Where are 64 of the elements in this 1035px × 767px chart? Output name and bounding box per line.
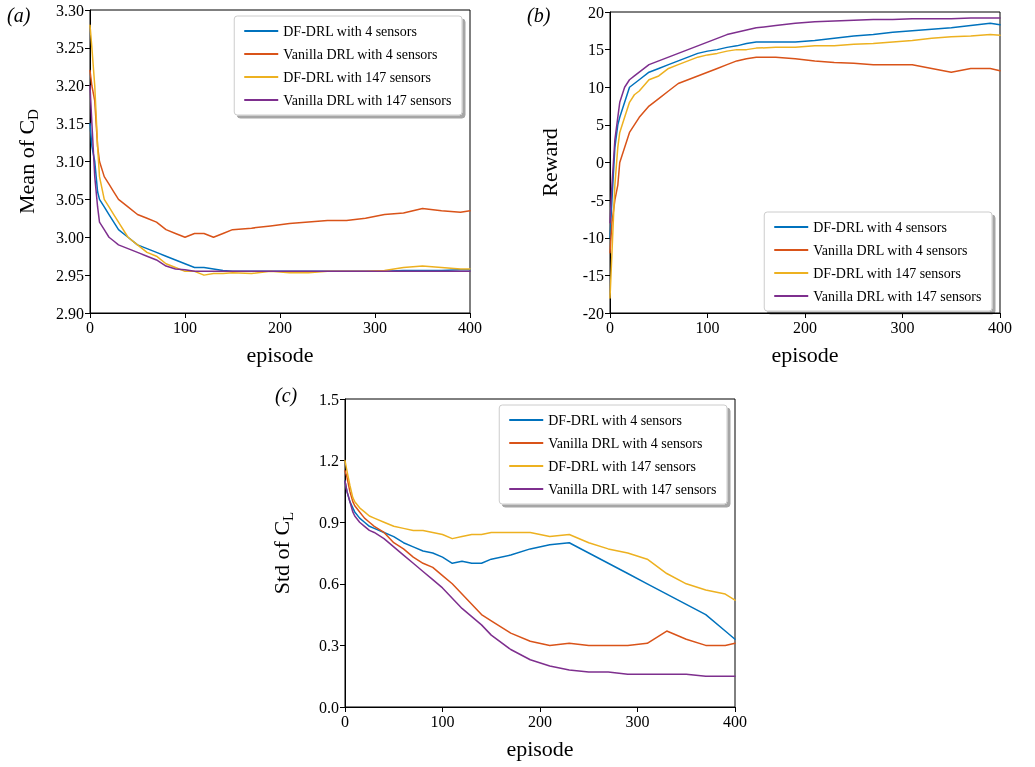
- line-series: [89, 69, 471, 238]
- line-series: [609, 56, 1001, 254]
- y-axis-title: Reward: [536, 128, 562, 197]
- x-tick-label: 400: [988, 318, 1012, 336]
- legend-label: DF-DRL with 147 sensors: [283, 69, 431, 85]
- y-tick-label: -5: [590, 191, 604, 209]
- y-axis-title: Mean of CD: [14, 108, 41, 214]
- legend-label: Vanilla DRL with 147 sensors: [813, 288, 982, 304]
- legend-label: Vanilla DRL with 4 sensors: [283, 46, 438, 62]
- chart-title: (a): [7, 4, 31, 27]
- y-tick-label: -15: [582, 266, 604, 284]
- legend-label: Vanilla DRL with 147 sensors: [548, 481, 717, 497]
- x-tick-label: 300: [625, 712, 650, 730]
- chart-title: (b): [527, 4, 551, 27]
- legend-label: DF-DRL with 4 sensors: [548, 412, 682, 428]
- line-series: [609, 33, 1001, 299]
- y-tick-label: 3.00: [56, 228, 84, 246]
- x-tick-label: 200: [793, 318, 817, 336]
- y-tick-label: 0.3: [319, 636, 339, 654]
- x-tick-label: 300: [890, 318, 915, 336]
- x-tick-label: 300: [363, 318, 387, 336]
- x-tick-label: 100: [695, 318, 720, 336]
- x-tick-label: 100: [173, 318, 197, 336]
- y-tick-label: 5: [596, 116, 604, 134]
- y-tick-label: 10: [588, 78, 604, 96]
- line-series: [344, 480, 736, 677]
- legend-label: Vanilla DRL with 4 sensors: [548, 435, 703, 451]
- legend-label: DF-DRL with 4 sensors: [813, 219, 947, 235]
- x-tick-label: 200: [528, 712, 552, 730]
- x-tick-label: 100: [430, 712, 455, 730]
- x-axis-title: episode: [506, 735, 574, 761]
- y-tick-label: 3.10: [56, 153, 84, 170]
- y-tick-label: 1.5: [319, 390, 339, 408]
- y-tick-label: 2.90: [56, 304, 84, 322]
- line-series: [89, 24, 471, 276]
- x-axis-title: episode: [771, 341, 839, 367]
- x-tick-label: 400: [723, 712, 747, 730]
- x-axis-title: episode: [246, 341, 314, 367]
- y-tick-label: 3.05: [56, 190, 84, 208]
- y-tick-label: 2.95: [56, 266, 84, 284]
- legend-label: Vanilla DRL with 147 sensors: [283, 92, 452, 108]
- y-tick-label: 3.25: [56, 39, 84, 57]
- legend-label: Vanilla DRL with 4 sensors: [813, 242, 968, 258]
- legend-label: DF-DRL with 4 sensors: [283, 23, 417, 39]
- y-tick-label: -10: [582, 229, 604, 247]
- y-tick-label: 3.30: [56, 1, 84, 19]
- x-tick-label: 200: [268, 318, 292, 336]
- legend-label: DF-DRL with 147 sensors: [813, 265, 961, 281]
- x-tick-label: 400: [458, 318, 482, 336]
- y-axis-title: Std of CL: [269, 511, 296, 595]
- line-series: [344, 459, 736, 601]
- y-tick-label: 1.2: [319, 452, 339, 470]
- y-tick-label: 0.0: [319, 698, 339, 716]
- chart-title: (c): [275, 384, 298, 407]
- y-tick-label: -20: [582, 304, 604, 322]
- y-tick-label: 0: [596, 154, 604, 171]
- y-tick-label: 3.15: [56, 115, 84, 133]
- line-series: [89, 85, 471, 273]
- y-tick-label: 15: [588, 41, 604, 59]
- y-tick-label: 0.6: [319, 575, 339, 593]
- legend-label: DF-DRL with 147 sensors: [548, 458, 696, 474]
- y-tick-label: 20: [588, 3, 604, 21]
- y-tick-label: 0.9: [319, 513, 339, 531]
- y-tick-label: 3.20: [56, 77, 84, 95]
